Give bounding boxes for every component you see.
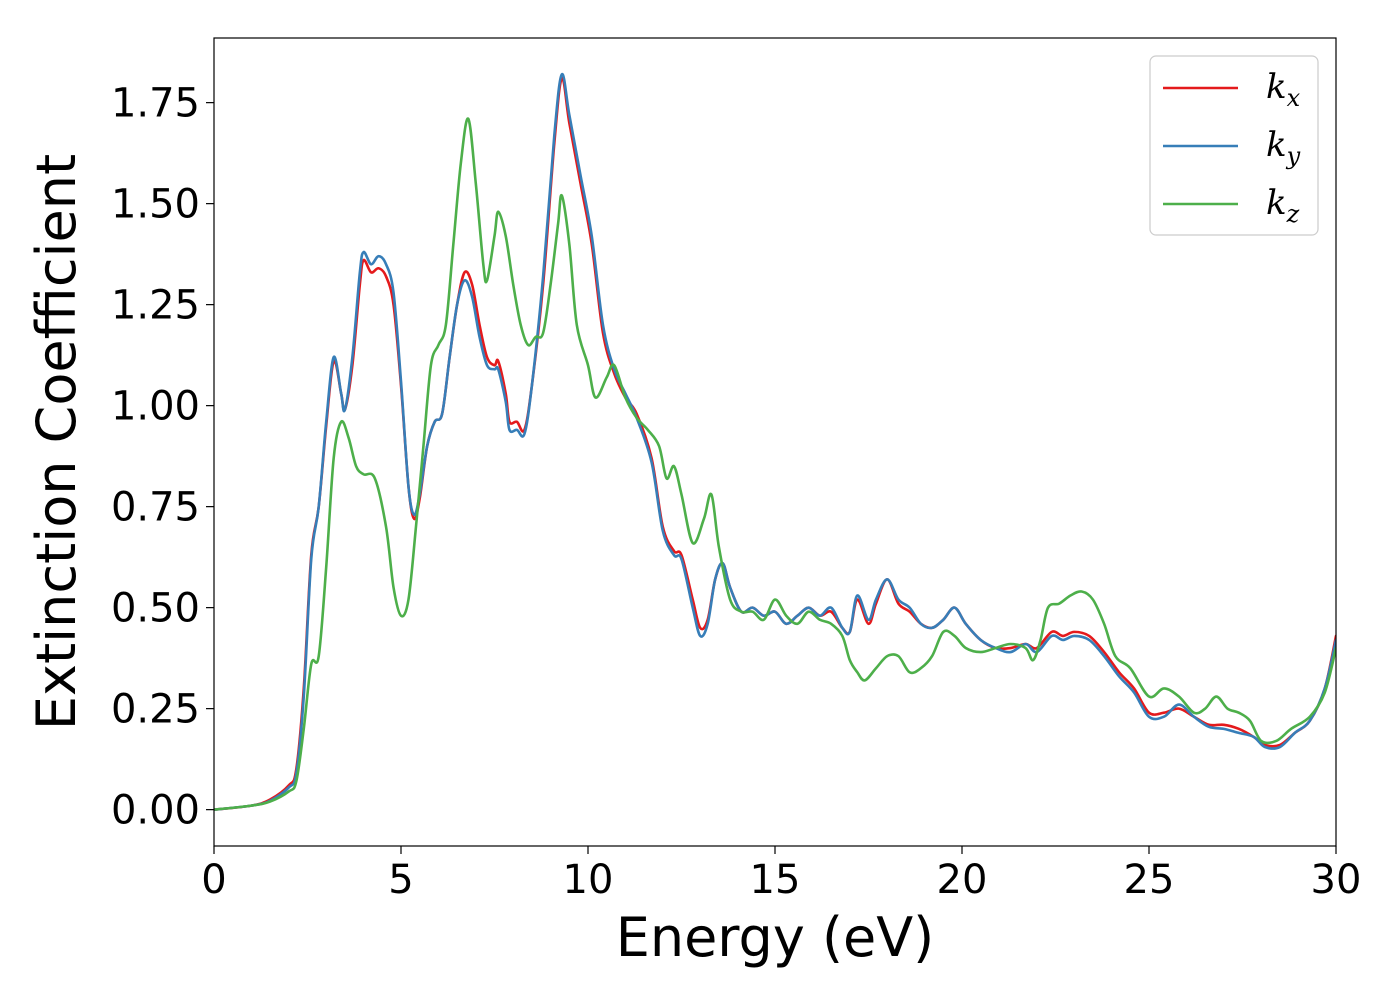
x-tick-label: 5 <box>388 857 413 903</box>
x-tick-label: 15 <box>750 857 801 903</box>
y-tick-label: 1.25 <box>111 283 200 329</box>
y-tick-label: 0.50 <box>111 586 200 632</box>
x-tick-label: 10 <box>563 857 614 903</box>
y-tick-label: 1.50 <box>111 182 200 228</box>
x-tick-label: 25 <box>1124 857 1175 903</box>
legend-label-x: kx <box>1266 67 1301 112</box>
series-line-x <box>214 77 1336 811</box>
y-tick-label: 0.00 <box>111 788 200 834</box>
legend-label-y: ky <box>1266 125 1301 170</box>
legend-label-z: kz <box>1266 183 1300 228</box>
y-tick-label: 0.75 <box>111 485 200 531</box>
x-tick-label: 0 <box>201 857 226 903</box>
legend: kx ky kz <box>1149 55 1319 236</box>
x-axis-label: Energy (eV) <box>616 906 935 969</box>
x-tick-label: 30 <box>1311 857 1362 903</box>
y-axis: 0.00 0.25 0.50 0.75 1.00 1.25 1.50 1.75 <box>111 81 214 834</box>
y-tick-label: 1.75 <box>111 81 200 127</box>
series-line-z <box>214 117 1336 811</box>
series-line-y <box>214 73 1336 811</box>
y-tick-label: 1.00 <box>111 384 200 430</box>
series-layer <box>214 73 1336 811</box>
y-tick-label: 0.25 <box>111 687 200 733</box>
y-axis-label: Extinction Coefficient <box>25 154 88 730</box>
x-axis: 0 5 10 15 20 25 30 <box>201 846 1361 903</box>
x-tick-label: 20 <box>937 857 988 903</box>
